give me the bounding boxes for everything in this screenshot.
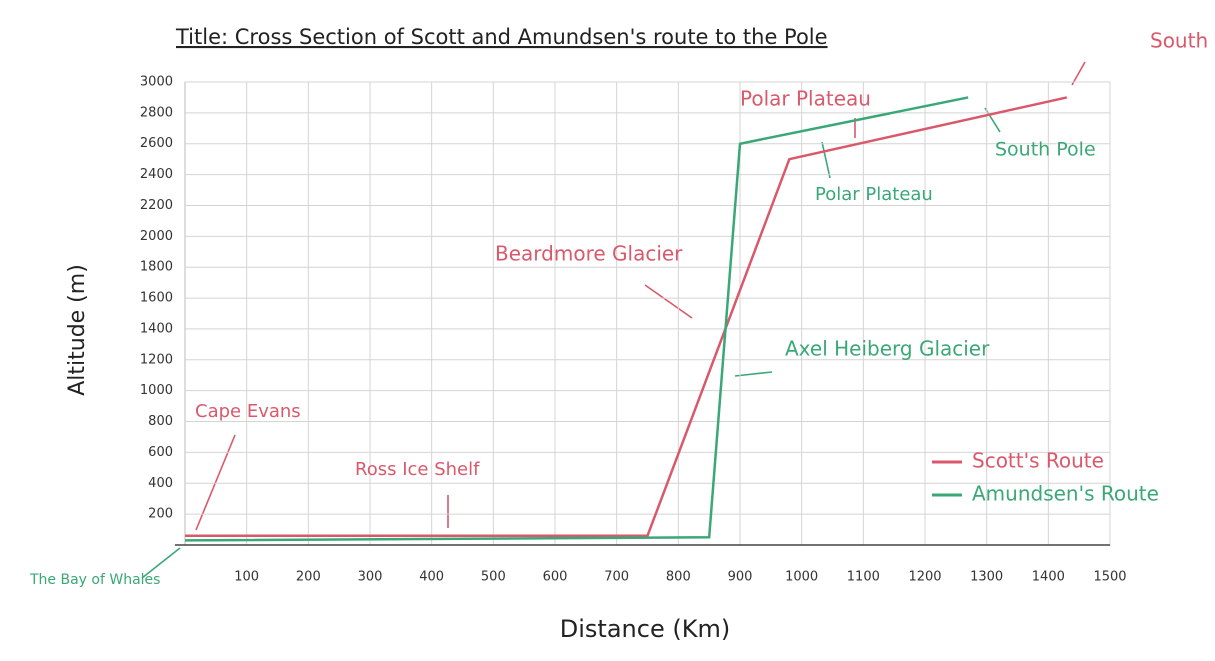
annotation: Axel Heiberg Glacier (785, 337, 990, 361)
y-tick-label: 2600 (140, 136, 173, 151)
arrow (195, 434, 236, 531)
y-tick-label: 600 (148, 445, 173, 460)
y-tick-label: 200 (148, 507, 173, 522)
x-tick-label: 800 (666, 570, 691, 585)
x-tick-label: 1000 (785, 570, 818, 585)
y-tick-label: 3000 (140, 75, 173, 90)
x-tick-label: 1100 (847, 570, 880, 585)
annotation: Ross Ice Shelf (355, 459, 480, 480)
y-tick-label: 2000 (140, 229, 173, 244)
y-tick-label: 800 (148, 414, 173, 429)
y-tick-label: 2200 (140, 198, 173, 213)
y-tick-label: 2400 (140, 167, 173, 182)
x-tick-label: 900 (728, 570, 753, 585)
arrow (821, 141, 831, 179)
y-tick-label: 1000 (140, 383, 173, 398)
arrow (644, 284, 693, 319)
annotation: Polar Plateau (740, 87, 871, 111)
x-tick-label: 200 (296, 570, 321, 585)
x-tick-label: 1500 (1093, 570, 1126, 585)
legend-label: Scott's Route (972, 449, 1104, 473)
annotation: Beardmore Glacier (495, 242, 683, 266)
x-tick-label: 300 (358, 570, 383, 585)
x-axis-label: Distance (Km) (560, 615, 730, 643)
arrow (734, 371, 773, 377)
x-tick-label: 1200 (908, 570, 941, 585)
arrow (984, 107, 1001, 133)
x-tick-label: 100 (234, 570, 259, 585)
x-tick-label: 400 (419, 570, 444, 585)
y-tick-label: 400 (148, 476, 173, 491)
x-tick-label: 500 (481, 570, 506, 585)
arrow (1071, 61, 1086, 86)
annotation: The Bay of Whales (29, 572, 160, 588)
series-line (184, 96, 969, 542)
annotation: Cape Evans (195, 401, 301, 422)
y-tick-label: 1400 (140, 321, 173, 336)
arrow (141, 547, 181, 579)
y-tick-label: 1600 (140, 291, 173, 306)
x-tick-label: 700 (604, 570, 629, 585)
y-tick-label: 1200 (140, 352, 173, 367)
chart-title: Title: Cross Section of Scott and Amunds… (175, 25, 828, 49)
annotation: South Pole (1150, 29, 1215, 53)
x-tick-label: 1300 (970, 570, 1003, 585)
x-tick-label: 1400 (1032, 570, 1065, 585)
legend-label: Amundsen's Route (972, 482, 1159, 506)
y-tick-label: 1800 (140, 260, 173, 275)
y-tick-label: 2800 (140, 105, 173, 120)
plot-area (184, 81, 1111, 546)
annotation: Polar Plateau (815, 184, 933, 205)
series-line (185, 96, 1068, 537)
x-tick-label: 600 (543, 570, 568, 585)
y-axis-label: Altitude (m) (65, 264, 90, 396)
annotation: South Pole (995, 139, 1096, 161)
annotation-arrows (141, 61, 1086, 579)
